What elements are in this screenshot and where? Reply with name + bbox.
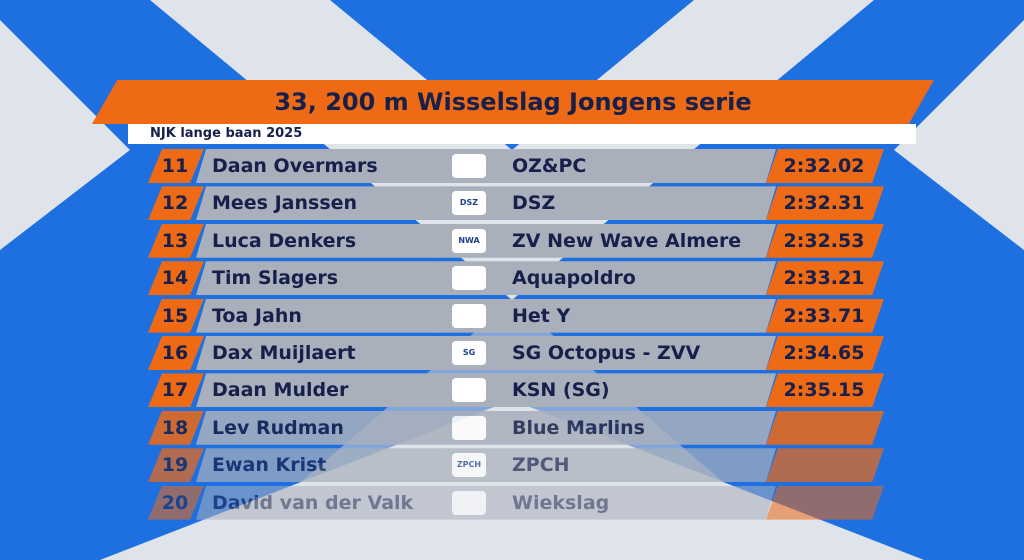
swimmer-name: Lev Rudman: [212, 416, 344, 439]
club-logo-icon: [452, 266, 486, 291]
club-name: OZ&PC: [512, 155, 587, 177]
time-background: [766, 336, 884, 370]
result-row: 13 Luca Denkers NWA ZV New Wave Almere 2:32.…: [0, 223, 1024, 258]
event-title: 33, 200 m Wisselslag Jongens serie: [274, 88, 752, 116]
name-background: [196, 223, 448, 258]
name-background: [196, 149, 448, 183]
name-background: [196, 261, 448, 296]
name-background: [196, 298, 448, 333]
swimmer-name: Daan Overmars: [212, 155, 378, 177]
name-background: [196, 485, 448, 520]
rank: 17: [161, 379, 189, 402]
name-background: [196, 448, 448, 483]
swimmer-name: Ewan Krist: [212, 454, 327, 477]
club-name: Aquapoldro: [512, 267, 636, 290]
rank: 12: [161, 192, 189, 215]
club-name: ZV New Wave Almere: [512, 229, 742, 252]
rank: 11: [161, 155, 189, 177]
result-row: 19 Ewan Krist ZPCH ZPCH: [0, 448, 1024, 483]
result-time: 2:34.65: [783, 342, 865, 364]
time-background: [766, 223, 884, 258]
rank: 16: [161, 342, 189, 364]
result-time: [776, 448, 872, 482]
club-background: [436, 410, 776, 445]
result-row: 20 David van der Valk Wiekslag: [0, 485, 1024, 520]
club-logo-icon: [452, 154, 486, 178]
swimmer-name: Daan Mulder: [212, 379, 349, 402]
club-logo-icon: [452, 490, 486, 515]
time-background: [766, 261, 884, 296]
club-background: [436, 149, 776, 183]
time-background: [766, 410, 884, 445]
club-name: Wiekslag: [512, 491, 610, 514]
name-background: [196, 373, 448, 408]
rank: 15: [161, 304, 189, 327]
result-row: 16 Dax Muijlaert SG SG Octopus - ZVV 2:34.65: [0, 336, 1024, 370]
result-time: 2:35.15: [783, 379, 865, 402]
club-logo-icon: DSZ: [452, 191, 486, 216]
club-background: [436, 298, 776, 333]
title-bar: [92, 80, 934, 124]
subtitle-bar: [128, 124, 916, 144]
result-row: 18 Lev Rudman Blue Marlins: [0, 410, 1024, 445]
club-logo-icon: SG: [452, 341, 486, 365]
name-background: [196, 186, 448, 221]
club-name: Het Y: [512, 304, 571, 327]
swimmer-name: David van der Valk: [212, 491, 414, 514]
swimmer-name: Tim Slagers: [212, 267, 339, 290]
meet-name: NJK lange baan 2025: [150, 126, 303, 141]
result-time: 2:32.31: [783, 192, 865, 215]
time-background: [766, 485, 884, 520]
club-background: [436, 261, 776, 296]
club-logo-icon: [452, 303, 486, 328]
time-background: [766, 373, 884, 408]
club-background: [436, 223, 776, 258]
rank: 19: [161, 454, 189, 477]
club-logo-icon: ZPCH: [452, 453, 486, 478]
swimmer-name: Mees Janssen: [212, 192, 358, 215]
result-row: 14 Tim Slagers Aquapoldro 2:33.21: [0, 261, 1024, 296]
rank: 20: [161, 491, 189, 514]
club-logo-icon: NWA: [452, 228, 486, 253]
club-background: [436, 373, 776, 408]
time-background: [766, 149, 884, 183]
club-logo-icon: [452, 415, 486, 440]
result-time: 2:32.53: [783, 229, 865, 252]
name-background: [196, 336, 448, 370]
club-logo-icon: [452, 378, 486, 403]
result-time: 2:32.02: [783, 155, 865, 177]
swimmer-name: Luca Denkers: [212, 229, 357, 252]
result-time: 2:33.71: [783, 304, 865, 327]
club-background: [436, 485, 776, 520]
club-name: DSZ: [512, 192, 556, 215]
result-row: 17 Daan Mulder KSN (SG) 2:35.15: [0, 373, 1024, 408]
rank: 13: [161, 229, 189, 252]
club-name: Blue Marlins: [512, 416, 645, 439]
club-background: [436, 448, 776, 483]
time-background: [766, 298, 884, 333]
club-background: [436, 186, 776, 221]
rank: 18: [161, 416, 189, 439]
time-background: [766, 186, 884, 221]
result-row: 11 Daan Overmars OZ&PC 2:32.02: [0, 149, 1024, 183]
result-time: 2:33.21: [783, 267, 865, 290]
name-background: [196, 410, 448, 445]
club-name: KSN (SG): [512, 379, 610, 402]
result-row: 15 Toa Jahn Het Y 2:33.71: [0, 298, 1024, 333]
result-time: [776, 411, 872, 445]
time-background: [766, 448, 884, 483]
rank: 14: [161, 267, 189, 290]
club-name: SG Octopus - ZVV: [512, 342, 701, 364]
result-time: [776, 486, 872, 520]
club-background: [436, 336, 776, 370]
club-name: ZPCH: [512, 454, 570, 477]
result-row: 12 Mees Janssen DSZ DSZ 2:32.31: [0, 186, 1024, 221]
swimmer-name: Toa Jahn: [212, 304, 302, 327]
swimmer-name: Dax Muijlaert: [212, 342, 356, 364]
